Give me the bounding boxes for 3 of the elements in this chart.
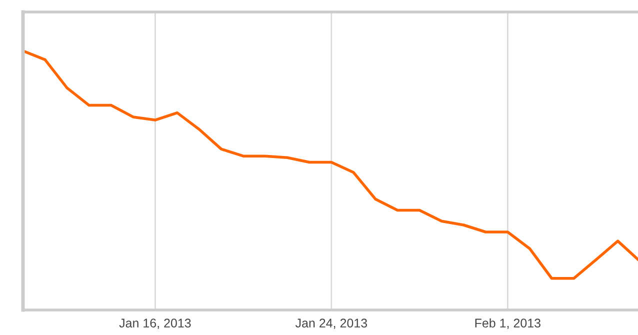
x-tick-label: Jan 24, 2013: [295, 318, 368, 329]
x-tick-label: Feb 1, 2013: [475, 318, 540, 329]
x-tick-label: Jan 16, 2013: [119, 318, 191, 329]
